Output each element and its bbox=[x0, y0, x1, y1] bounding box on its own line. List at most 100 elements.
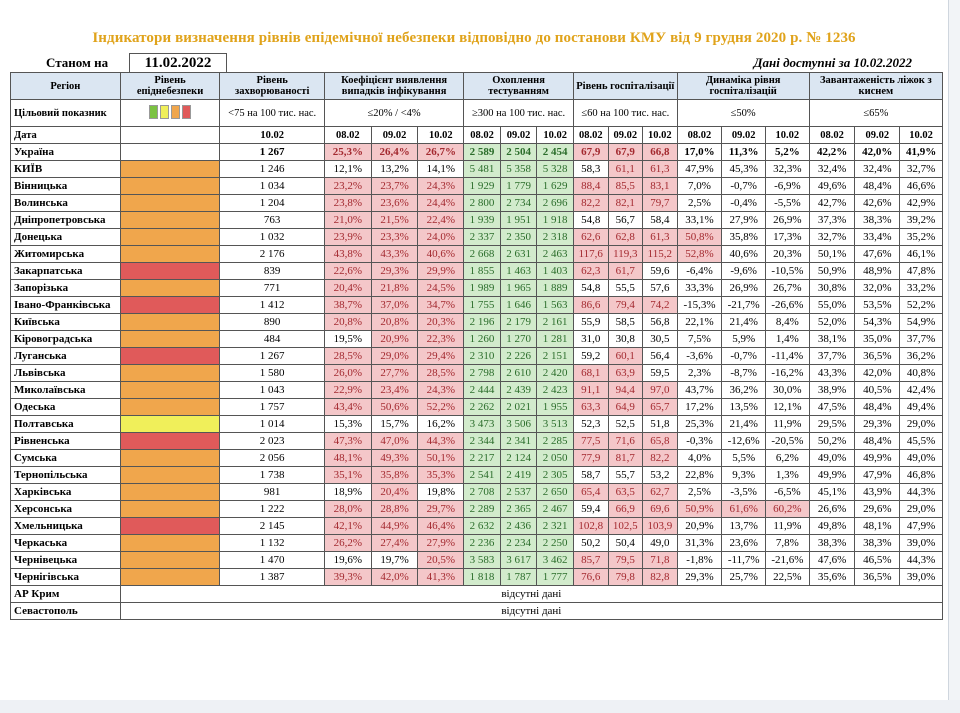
hospitalization-cell: 65,8 bbox=[642, 432, 678, 450]
testing-cell: 1 918 bbox=[536, 211, 574, 229]
morbidity-cell: 2 176 bbox=[219, 245, 325, 263]
epidemic-level-cell bbox=[119, 466, 221, 484]
morbidity-cell: 1 246 bbox=[219, 160, 325, 178]
hospitalization-cell: 85,7 bbox=[572, 551, 609, 569]
beds-cell: 47,9% bbox=[854, 466, 901, 484]
hospitalization-cell: 63,9 bbox=[607, 364, 644, 382]
beds-cell: 29,3% bbox=[854, 415, 901, 433]
testing-cell: 2 151 bbox=[536, 347, 574, 365]
hospitalization-cell: 64,9 bbox=[607, 398, 644, 416]
testing-cell: 5 358 bbox=[499, 160, 538, 178]
testing-cell: 2 365 bbox=[499, 500, 538, 518]
detection-cell: 46,4% bbox=[417, 517, 465, 535]
testing-cell: 1 955 bbox=[536, 398, 574, 416]
hospitalization-cell: 50,2 bbox=[572, 534, 609, 552]
testing-cell: 2 537 bbox=[499, 483, 538, 501]
beds-cell: 47,5% bbox=[808, 398, 856, 416]
dynamics-cell: 11,3% bbox=[721, 143, 767, 161]
testing-cell: 1 889 bbox=[536, 279, 574, 297]
epidemic-level-cell bbox=[119, 245, 221, 263]
detection-cell: 26,4% bbox=[370, 143, 419, 161]
table-row: Львівська 1 580 26,0% 27,7% 28,5% 2 798 2 610 2… bbox=[10, 364, 943, 382]
dynamics-cell: -11,4% bbox=[765, 347, 810, 365]
beds-cell: 54,3% bbox=[854, 313, 901, 331]
header-beds: Завантаженість ліжок з киснем bbox=[808, 72, 944, 100]
testing-cell: 2 423 bbox=[536, 381, 574, 399]
dynamics-cell: 12,1% bbox=[765, 398, 810, 416]
region-name: Донецька bbox=[10, 228, 121, 246]
testing-cell: 1 929 bbox=[463, 177, 501, 195]
dynamics-cell: 21,4% bbox=[721, 313, 767, 331]
morbidity-cell: 1 412 bbox=[219, 296, 325, 314]
testing-cell: 3 583 bbox=[463, 551, 501, 569]
dynamics-cell: 2,5% bbox=[676, 483, 723, 501]
morbidity-cell: 1 034 bbox=[219, 177, 325, 195]
dynamics-cell: 26,9% bbox=[765, 211, 810, 229]
detection-cell: 21,8% bbox=[370, 279, 419, 297]
epidemic-level-cell bbox=[119, 500, 221, 518]
beds-cell: 42,6% bbox=[854, 194, 901, 212]
testing-cell: 1 965 bbox=[499, 279, 538, 297]
beds-cell: 33,4% bbox=[854, 228, 901, 246]
date-hosp-3: 10.02 bbox=[642, 126, 678, 144]
beds-cell: 38,3% bbox=[854, 534, 901, 552]
dynamics-cell: 25,7% bbox=[721, 568, 767, 586]
detection-cell: 26,7% bbox=[417, 143, 465, 161]
morbidity-cell: 1 267 bbox=[219, 143, 325, 161]
hospitalization-cell: 61,7 bbox=[607, 262, 644, 280]
epidemic-level-cell bbox=[119, 534, 221, 552]
hospitalization-cell: 79,7 bbox=[642, 194, 678, 212]
detection-cell: 19,8% bbox=[417, 483, 465, 501]
level-swatches bbox=[148, 104, 192, 122]
morbidity-cell: 1 387 bbox=[219, 568, 325, 586]
testing-cell: 2 800 bbox=[463, 194, 501, 212]
dynamics-cell: 32,3% bbox=[765, 160, 810, 178]
hospitalization-cell: 49,0 bbox=[642, 534, 678, 552]
region-name: Одеська bbox=[10, 398, 121, 416]
testing-cell: 1 777 bbox=[536, 568, 574, 586]
region-name: Луганська bbox=[10, 347, 121, 365]
detection-cell: 44,3% bbox=[417, 432, 465, 450]
beds-cell: 47,9% bbox=[899, 517, 943, 535]
date-dyn-3: 10.02 bbox=[765, 126, 810, 144]
region-name: Волинська bbox=[10, 194, 121, 212]
detection-cell: 24,0% bbox=[417, 228, 465, 246]
dynamics-cell: 1,4% bbox=[765, 330, 810, 348]
detection-cell: 28,5% bbox=[417, 364, 465, 382]
testing-cell: 2 439 bbox=[499, 381, 538, 399]
epidemic-level-cell bbox=[119, 364, 221, 382]
beds-cell: 37,7% bbox=[899, 330, 943, 348]
testing-cell: 2 341 bbox=[499, 432, 538, 450]
hospitalization-cell: 88,4 bbox=[572, 177, 609, 195]
hospitalization-cell: 86,6 bbox=[572, 296, 609, 314]
region-name: Черкаська bbox=[10, 534, 121, 552]
testing-cell: 1 260 bbox=[463, 330, 501, 348]
dynamics-cell: 26,9% bbox=[721, 279, 767, 297]
table-row: Хмельницька 2 145 42,1% 44,9% 46,4% 2 632 2 43… bbox=[10, 517, 943, 535]
header-level: Рівень епіднебезпеки bbox=[119, 72, 221, 100]
morbidity-cell: 1 014 bbox=[219, 415, 325, 433]
beds-cell: 49,6% bbox=[808, 177, 856, 195]
hospitalization-cell: 59,5 bbox=[642, 364, 678, 382]
detection-cell: 20,5% bbox=[417, 551, 465, 569]
morbidity-cell: 981 bbox=[219, 483, 325, 501]
testing-cell: 1 787 bbox=[499, 568, 538, 586]
dynamics-cell: 6,2% bbox=[765, 449, 810, 467]
detection-cell: 19,5% bbox=[324, 330, 372, 348]
testing-cell: 1 281 bbox=[536, 330, 574, 348]
testing-cell: 2 217 bbox=[463, 449, 501, 467]
testing-cell: 2 463 bbox=[536, 245, 574, 263]
bottom-strip bbox=[0, 700, 960, 713]
testing-cell: 1 855 bbox=[463, 262, 501, 280]
beds-cell: 52,2% bbox=[899, 296, 943, 314]
testing-cell: 2 467 bbox=[536, 500, 574, 518]
testing-cell: 1 818 bbox=[463, 568, 501, 586]
table-row: АР Крим відсутні дані bbox=[10, 585, 944, 603]
testing-cell: 1 646 bbox=[499, 296, 538, 314]
hospitalization-cell: 60,1 bbox=[607, 347, 644, 365]
epidemic-level-cell bbox=[119, 415, 221, 433]
dynamics-cell: 5,2% bbox=[765, 143, 810, 161]
testing-cell: 2 650 bbox=[536, 483, 574, 501]
hospitalization-cell: 59,4 bbox=[572, 500, 609, 518]
morbidity-cell: 1 738 bbox=[219, 466, 325, 484]
